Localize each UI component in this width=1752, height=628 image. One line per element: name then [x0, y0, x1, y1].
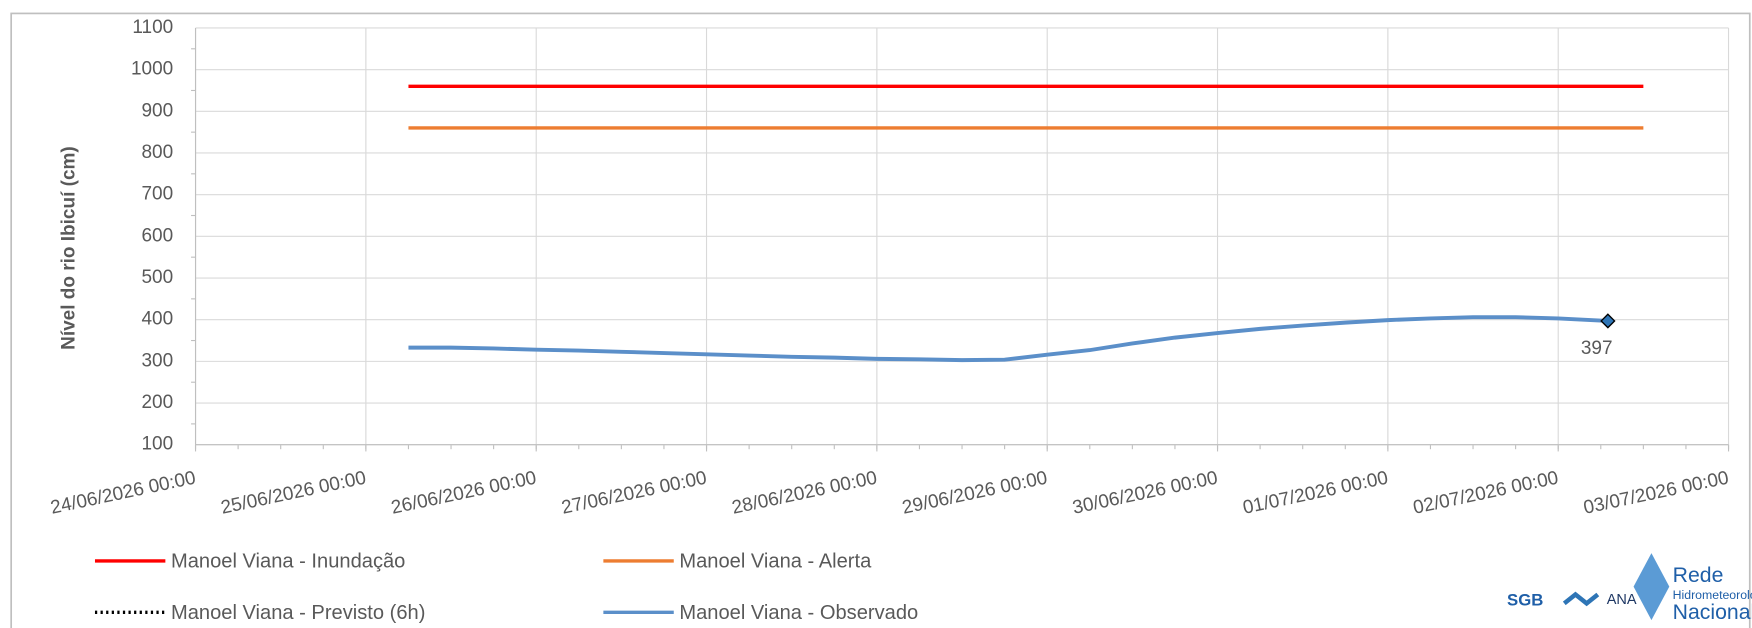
x-tick-label: 26/06/2026 00:00	[389, 468, 538, 519]
logo: SGB ANA Rede Hidrometeorológica Nacional	[1507, 553, 1752, 624]
x-tick-label: 02/07/2026 00:00	[1411, 468, 1560, 519]
data-label: 397	[1581, 338, 1613, 359]
logo-text: Hidrometeorológica	[1673, 588, 1752, 602]
y-tick-label: 500	[142, 267, 174, 288]
x-tick-label: 27/06/2026 00:00	[560, 468, 709, 519]
legend-label: Manoel Viana - Alerta	[679, 550, 872, 572]
legend-label: Manoel Viana - Inundação	[171, 550, 405, 572]
logo-text: Nacional	[1673, 601, 1752, 624]
logo-icon	[1562, 591, 1600, 607]
y-tick-label: 1000	[131, 59, 173, 80]
x-tick-label: 03/07/2026 00:00	[1582, 468, 1731, 519]
y-tick-label: 400	[142, 309, 174, 330]
legend-label: Manoel Viana - Observado	[679, 602, 918, 624]
y-tick-label: 600	[142, 225, 174, 246]
y-axis-label: Nível do rio Ibicuí (cm)	[58, 146, 79, 350]
logo-text: SGB	[1507, 591, 1543, 610]
y-tick-label: 100	[142, 434, 174, 455]
y-tick-label: 1100	[132, 17, 173, 38]
series-line	[408, 315, 1608, 363]
x-tick-label: 30/06/2026 00:00	[1071, 468, 1220, 519]
logo-text: ANA	[1607, 592, 1637, 608]
last-point-marker	[1600, 313, 1616, 329]
y-tick-label: 300	[142, 350, 174, 371]
logo-icon	[1633, 553, 1670, 621]
x-tick-label: 25/06/2026 00:00	[219, 468, 368, 519]
y-tick-label: 800	[142, 142, 174, 163]
x-tick-label: 24/06/2026 00:00	[49, 468, 198, 519]
chart-frame	[10, 12, 1751, 628]
logo-text: Rede	[1673, 564, 1724, 587]
x-tick-label: 28/06/2026 00:00	[730, 468, 879, 519]
y-tick-label: 700	[142, 184, 174, 205]
y-tick-label: 200	[142, 392, 174, 413]
y-tick-label: 900	[142, 100, 174, 121]
x-tick-label: 01/07/2026 00:00	[1241, 468, 1390, 519]
legend-label: Manoel Viana - Previsto (6h)	[171, 602, 425, 624]
x-tick-label: 29/06/2026 00:00	[900, 468, 1049, 519]
